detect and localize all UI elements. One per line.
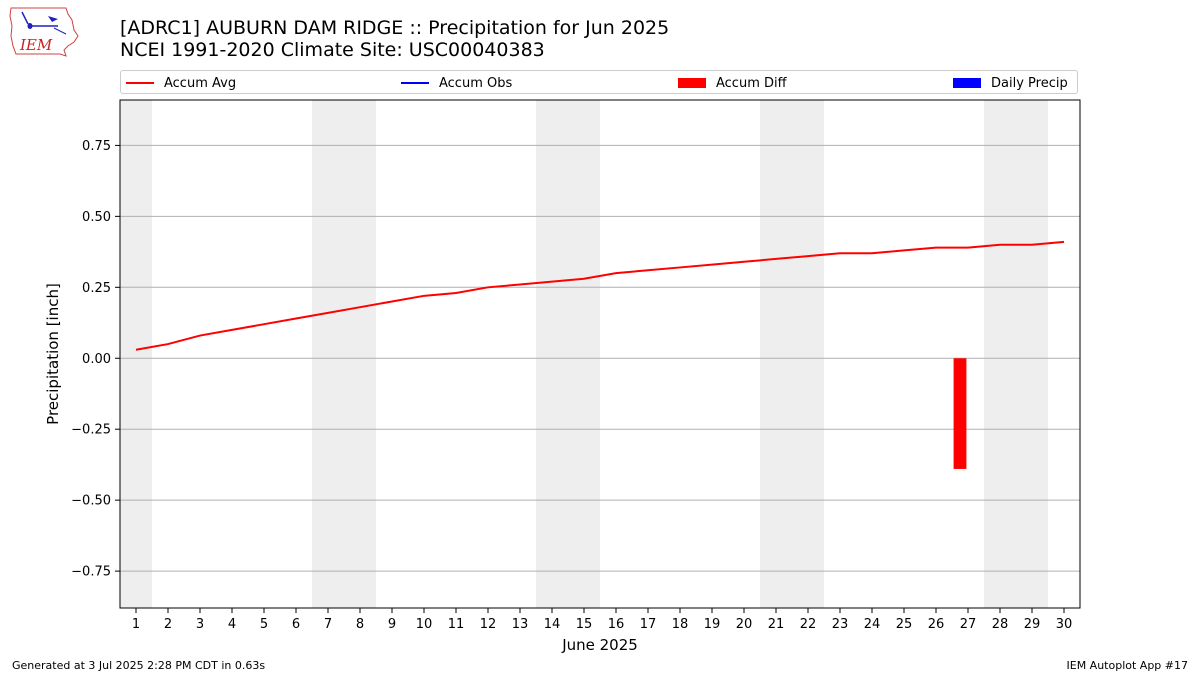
- footer-app: IEM Autoplot App #17: [1066, 659, 1189, 672]
- x-tick-label: 17: [640, 617, 657, 632]
- x-tick-label: 28: [992, 617, 1009, 632]
- x-tick-label: 12: [480, 617, 497, 632]
- x-tick-label: 19: [704, 617, 721, 632]
- plot-frame: [119, 99, 1081, 609]
- weekend-band-day-28: [984, 100, 1016, 608]
- weekend-band-day-14: [536, 100, 568, 608]
- x-tick-label: 1: [132, 617, 140, 632]
- chart-subtitle: NCEI 1991-2020 Climate Site: USC00040383: [120, 39, 545, 61]
- x-tick-label: 7: [324, 617, 332, 632]
- legend-swatch-accum-obs: [401, 82, 429, 84]
- legend-label-accum-avg: Accum Avg: [164, 75, 237, 91]
- y-tick-label: 0.25: [82, 281, 111, 296]
- x-axis-label: June 2025: [561, 636, 638, 654]
- bar-accum-diff: [953, 358, 967, 469]
- x-tick-label: 16: [608, 617, 625, 632]
- chart-title: [ADRC1] AUBURN DAM RIDGE :: Precipitatio…: [120, 17, 670, 39]
- x-tick-label: 3: [196, 617, 204, 632]
- weekend-band-day-29: [1016, 100, 1048, 608]
- x-tick-label: 22: [800, 617, 817, 632]
- x-tick-label: 23: [832, 617, 849, 632]
- x-tick-label: 6: [292, 617, 300, 632]
- weekend-band-day-1: [120, 100, 152, 608]
- y-tick-label: −0.75: [71, 565, 111, 580]
- x-tick-label: 4: [228, 617, 236, 632]
- x-tick-label: 20: [736, 617, 753, 632]
- weekend-band-day-21: [760, 100, 792, 608]
- x-tick-label: 9: [388, 617, 396, 632]
- x-tick-label: 25: [896, 617, 913, 632]
- x-tick-label: 30: [1056, 617, 1073, 632]
- legend-label-accum-obs: Accum Obs: [439, 75, 513, 91]
- legend-swatch-accum-diff: [678, 78, 706, 88]
- weekend-band-day-22: [792, 100, 824, 608]
- x-tick-label: 10: [416, 617, 433, 632]
- legend: Accum Avg Accum Obs Accum Diff Daily Pre…: [120, 70, 1078, 94]
- legend-swatch-accum-avg: [126, 82, 154, 84]
- x-tick-label: 18: [672, 617, 689, 632]
- legend-item-accum-avg: Accum Avg: [126, 74, 236, 92]
- y-tick-label: −0.25: [71, 423, 111, 438]
- legend-item-accum-obs: Accum Obs: [401, 74, 512, 92]
- iem-logo: IEM: [9, 7, 79, 57]
- y-tick-label: 0.50: [82, 210, 111, 225]
- x-tick-label: 26: [928, 617, 945, 632]
- y-tick-label: 0.00: [82, 352, 111, 367]
- x-tick-label: 5: [260, 617, 268, 632]
- weekend-band-day-15: [568, 100, 600, 608]
- x-tick-label: 27: [960, 617, 977, 632]
- y-tick-label: −0.50: [71, 494, 111, 509]
- x-tick-label: 14: [544, 617, 561, 632]
- logo-text: IEM: [19, 36, 53, 54]
- series-line-accum-avg: [135, 240, 1065, 351]
- legend-label-accum-diff: Accum Diff: [716, 75, 787, 91]
- y-tick-label: 0.75: [82, 139, 111, 154]
- x-tick-label: 24: [864, 617, 881, 632]
- legend-item-accum-diff: Accum Diff: [678, 74, 787, 92]
- x-tick-label: 11: [448, 617, 465, 632]
- legend-item-daily-precip: Daily Precip: [953, 74, 1068, 92]
- weekend-band-day-8: [344, 100, 376, 608]
- legend-swatch-daily-precip: [953, 78, 981, 88]
- footer-generated: Generated at 3 Jul 2025 2:28 PM CDT in 0…: [12, 659, 266, 672]
- x-tick-label: 8: [356, 617, 364, 632]
- x-tick-label: 15: [576, 617, 593, 632]
- weekend-band-day-7: [312, 100, 344, 608]
- legend-label-daily-precip: Daily Precip: [991, 75, 1068, 91]
- x-tick-label: 13: [512, 617, 529, 632]
- x-tick-label: 21: [768, 617, 785, 632]
- x-tick-label: 2: [164, 617, 172, 632]
- y-axis-label: Precipitation [inch]: [44, 283, 62, 425]
- x-tick-label: 29: [1024, 617, 1041, 632]
